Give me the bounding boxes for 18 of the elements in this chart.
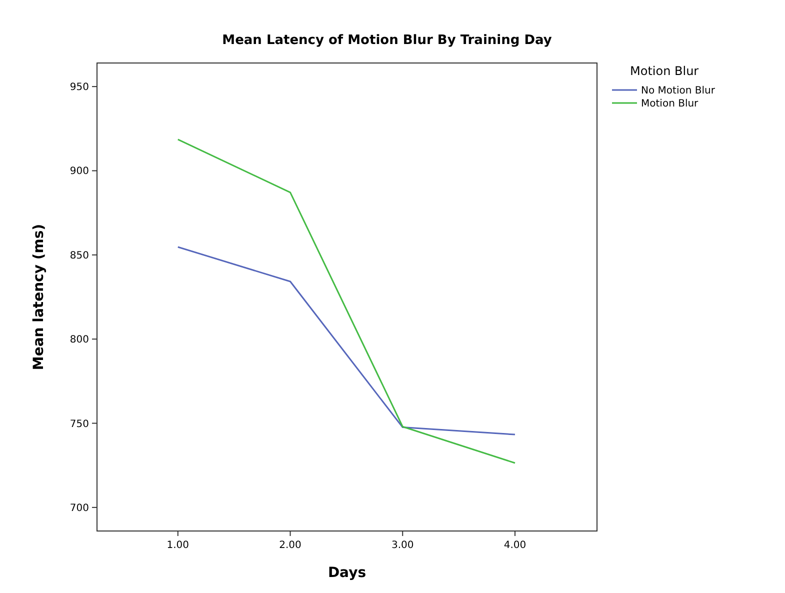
y-axis-title: Mean latency (ms) — [31, 224, 47, 370]
x-tick-label: 2.00 — [279, 540, 302, 551]
y-tick-label: 750 — [70, 418, 89, 430]
y-tick-label: 700 — [70, 502, 89, 514]
x-tick-label: 4.00 — [504, 540, 526, 551]
legend-title: Motion Blur — [630, 64, 699, 78]
y-tick-label: 950 — [70, 82, 89, 94]
y-tick-label: 900 — [70, 166, 89, 178]
line-series — [177, 138, 516, 464]
y-tick-label: 800 — [70, 334, 89, 346]
line-series — [177, 246, 516, 436]
x-tick-label: 1.00 — [166, 540, 190, 551]
y-tick-label: 850 — [70, 250, 89, 262]
x-axis-title: Days — [328, 565, 366, 581]
legend-label: Motion Blur — [641, 98, 700, 110]
chart-title: Mean Latency of Motion Blur By Training Day — [222, 33, 552, 48]
legend-label: No Motion Blur — [641, 86, 716, 96]
x-tick-label: 3.00 — [391, 540, 414, 551]
